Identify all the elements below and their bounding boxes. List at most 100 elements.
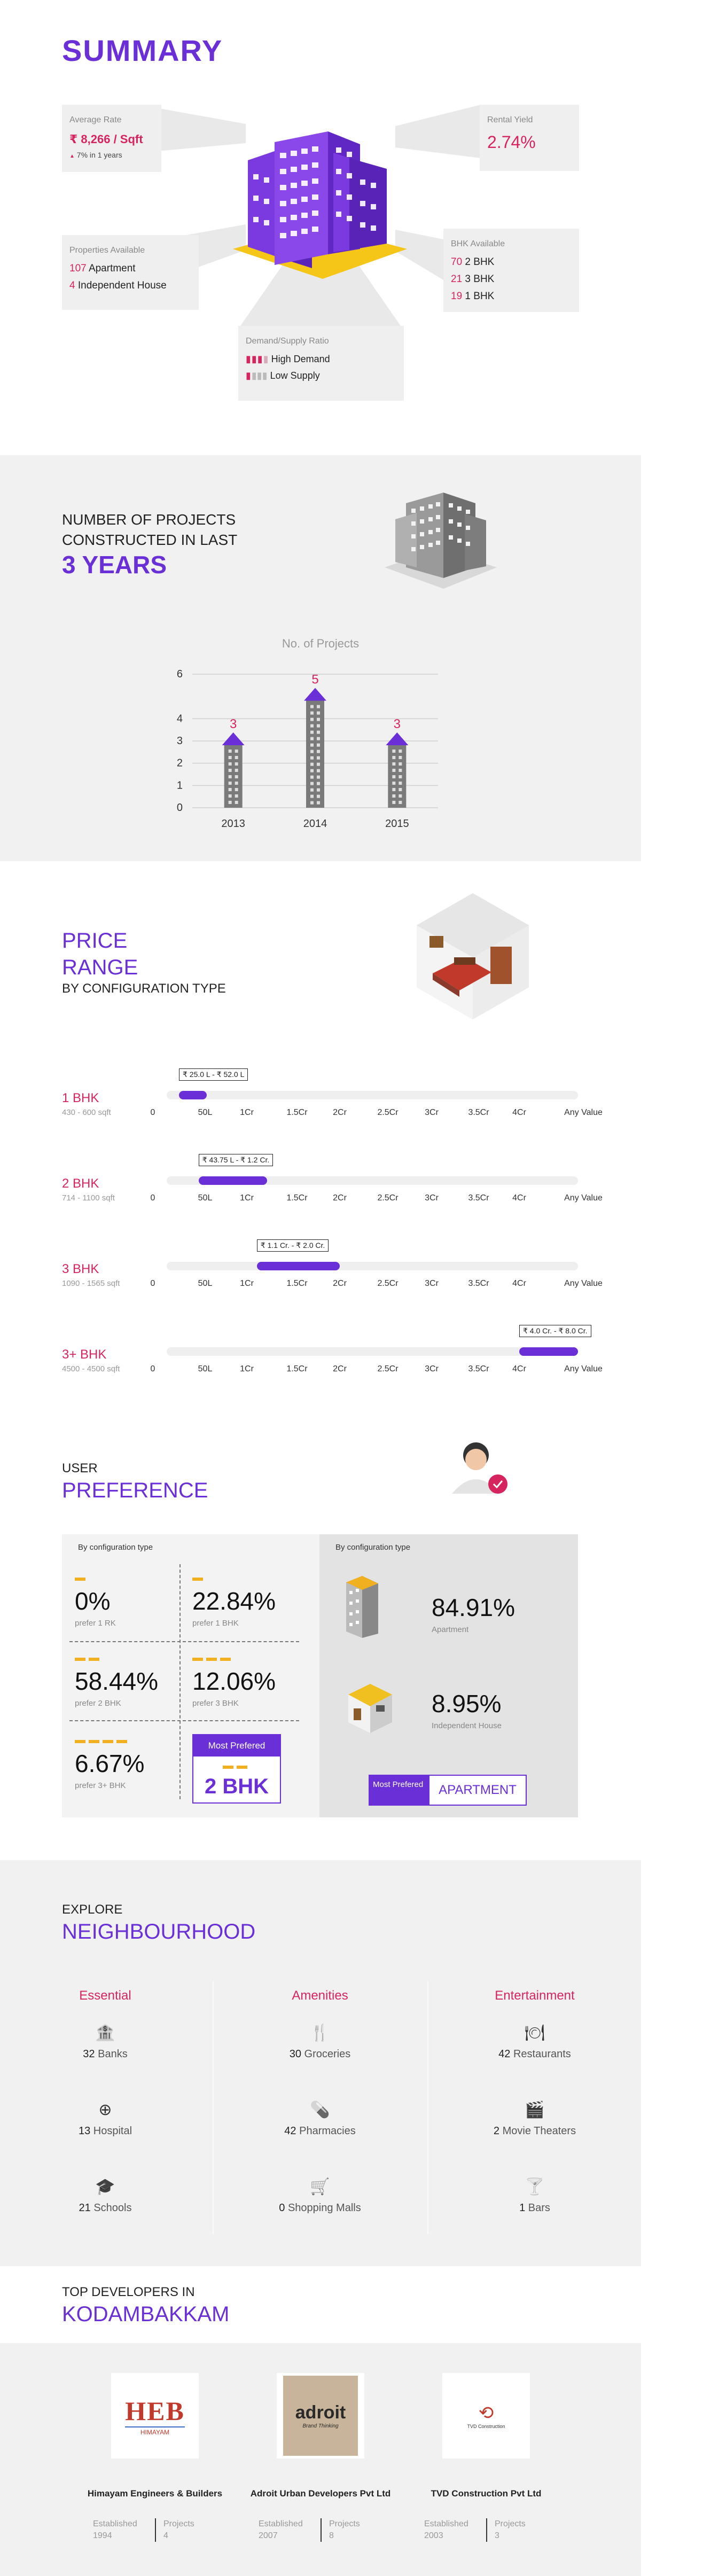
data-label: 5 xyxy=(311,673,318,687)
developer-card[interactable]: ⟲ TVD Construction TVD Construction Pvt Lt… xyxy=(395,2373,577,2542)
bar xyxy=(222,732,245,808)
bar xyxy=(304,688,326,808)
x-tick-label: 2013 xyxy=(221,818,245,830)
neighbourhood-item-text: 2 Movie Theaters xyxy=(429,2125,640,2137)
y-tick-label: 1 xyxy=(177,779,183,791)
developers-title-small: TOP DEVELOPERS IN xyxy=(62,2285,195,2299)
neighbourhood-item-text: 32 Banks xyxy=(0,2048,210,2060)
rental-yield-value: 2.74% xyxy=(487,132,536,152)
config-label: 2 BHK xyxy=(62,1176,99,1191)
type-label: Apartment xyxy=(432,1625,469,1634)
pref-divider xyxy=(69,1720,299,1721)
range-tick-label: 0 xyxy=(150,1193,155,1203)
neighbourhood-item-count: 13 xyxy=(78,2125,91,2137)
restaurant-icon: 🍽 xyxy=(524,2024,545,2042)
range-tooltip: ₹ 4.0 Cr. - ₹ 8.0 Cr. xyxy=(519,1325,591,1337)
neighbourhood-item[interactable]: 🏦 32 Banks xyxy=(0,2024,210,2060)
pref-cell-1rk: ▬ 0% prefer 1 RK xyxy=(75,1572,116,1628)
range-track xyxy=(167,1176,578,1185)
range-track xyxy=(167,1091,578,1099)
price-heading: PRICE RANGE BY CONFIGURATION TYPE xyxy=(62,927,226,997)
neighbourhood-item[interactable]: ⊕ 13 Hospital xyxy=(0,2101,210,2137)
config-area: 1090 - 1565 sqft xyxy=(62,1279,120,1288)
range-tick-label: 2Cr xyxy=(333,1108,347,1117)
neighbourhood-column-heading: Entertainment xyxy=(495,1988,575,2003)
developer-name[interactable]: Himayam Engineers & Builders xyxy=(87,2488,223,2499)
developer-name[interactable]: Adroit Urban Developers Pvt Ltd xyxy=(250,2488,391,2499)
range-fill xyxy=(519,1347,578,1356)
neighbourhood-item-text: 42 Restaurants xyxy=(429,2048,640,2060)
developer-card[interactable]: HEB HIMAYAM Himayam Engineers & Builders Es… xyxy=(64,2373,246,2542)
properties-item: 107 Apartment xyxy=(69,263,136,274)
developer-logo[interactable]: adroit Brand Thinking xyxy=(277,2373,364,2458)
range-tick-label: 2.5Cr xyxy=(377,1364,399,1373)
neighbourhood-item[interactable]: 🛒 0 Shopping Malls xyxy=(215,2177,425,2214)
y-tick-label: 0 xyxy=(177,802,183,814)
neighbourhood-item[interactable]: 💊 42 Pharmacies xyxy=(215,2101,425,2137)
neighbourhood-title-big: NEIGHBOURHOOD xyxy=(62,1920,256,1943)
neighbourhood-item[interactable]: 🎬 2 Movie Theaters xyxy=(429,2101,640,2137)
range-fill xyxy=(256,1262,340,1270)
neighbourhood-column: Entertainment 🍽 42 Restaurants 🎬 2 Movie The… xyxy=(429,1981,640,2234)
range-tick-label: 4Cr xyxy=(512,1193,526,1203)
developer-logo[interactable]: ⟲ TVD Construction xyxy=(442,2373,530,2458)
range-tick-label: 1.5Cr xyxy=(286,1193,308,1203)
developer-established: Established 2007 xyxy=(259,2519,303,2540)
hospital-icon: ⊕ xyxy=(98,2101,112,2119)
developer-logo[interactable]: HEB HIMAYAM xyxy=(111,2373,199,2458)
rental-yield-card: Rental Yield 2.74% xyxy=(480,105,579,171)
school-icon: 🎓 xyxy=(95,2178,115,2196)
config-label: 1 BHK xyxy=(62,1091,99,1105)
neighbourhood-item-count: 32 xyxy=(83,2048,95,2060)
developer-stats: Established 2007 Projects 8 xyxy=(230,2518,411,2542)
range-tick-label: 3.5Cr xyxy=(468,1279,489,1288)
properties-item: 4 Independent House xyxy=(69,280,167,291)
summary-section: SUMMARY Average Rate ₹ 8,266 / Sqft ▲ 7%… xyxy=(0,0,641,454)
bhk-item: 21 3 BHK xyxy=(451,274,495,285)
neighbourhood-item-count: 30 xyxy=(289,2048,301,2060)
neighbourhood-item[interactable]: 🍽 42 Restaurants xyxy=(429,2024,640,2060)
y-tick-label: 3 xyxy=(177,735,183,747)
bed-icon: ▬ xyxy=(75,1572,89,1583)
neighbourhood-item-count: 2 xyxy=(493,2125,500,2137)
range-tick-label: 1.5Cr xyxy=(286,1108,308,1117)
bhk-item: 19 1 BHK xyxy=(451,291,495,302)
config-area: 4500 - 4500 sqft xyxy=(62,1364,120,1373)
type-label: Independent House xyxy=(432,1721,502,1730)
most-preferred-type: Most Prefered APARTMENT xyxy=(369,1775,527,1806)
pref-cell-2bhk: ▬▬ 58.44% prefer 2 BHK xyxy=(75,1652,158,1708)
projects-heading-line2: CONSTRUCTED IN LAST xyxy=(62,532,238,548)
pref-label: prefer 2 BHK xyxy=(75,1699,121,1708)
groceries-icon: 🍴 xyxy=(310,2024,330,2042)
pref-cell-3bhk: ▬▬▬ 12.06% prefer 3 BHK xyxy=(192,1652,276,1708)
pref-divider xyxy=(179,1564,181,1799)
neighbourhood-item-name: Pharmacies xyxy=(296,2125,356,2137)
average-rate-value: ₹ 8,266 / Sqft xyxy=(69,132,143,146)
cocktail-icon: 🍸 xyxy=(525,2178,545,2196)
range-tick-label: 0 xyxy=(150,1279,155,1288)
developer-name[interactable]: TVD Construction Pvt Ltd xyxy=(431,2488,542,2499)
range-tick-label: 2.5Cr xyxy=(377,1108,399,1117)
neighbourhood-item-count: 42 xyxy=(498,2048,511,2060)
bed-icon: ▬▬ xyxy=(75,1652,103,1664)
demand-label: Demand/Supply Ratio xyxy=(246,337,329,346)
neighbourhood-item[interactable]: 🎓 21 Schools xyxy=(0,2177,210,2214)
pref-pct: 22.84% xyxy=(192,1587,276,1615)
range-tick-label: 3.5Cr xyxy=(468,1364,489,1373)
bank-icon: 🏦 xyxy=(95,2024,115,2042)
neighbourhood-item[interactable]: 🍴 30 Groceries xyxy=(215,2024,425,2060)
developer-card[interactable]: adroit Brand Thinking Adroit Urban Develop… xyxy=(230,2373,411,2542)
movie-icon: 🎬 xyxy=(525,2101,545,2119)
range-tick-label: 2.5Cr xyxy=(377,1193,399,1203)
developers-title-big: KODAMBAKKAM xyxy=(62,2302,230,2326)
neighbourhood-item[interactable]: 🍸 1 Bars xyxy=(429,2177,640,2214)
average-rate-card: Average Rate ₹ 8,266 / Sqft ▲ 7% in 1 ye… xyxy=(62,105,161,172)
neighbourhood-item-name: Bars xyxy=(525,2202,550,2214)
neighbourhood-item-text: 21 Schools xyxy=(0,2202,210,2214)
range-fill xyxy=(179,1091,207,1099)
average-rate-change-text: 7% in 1 years xyxy=(76,151,122,159)
range-tick-label: 3.5Cr xyxy=(468,1108,489,1117)
pref-pct: 58.44% xyxy=(75,1667,159,1695)
neighbourhood-item-name: Banks xyxy=(95,2048,128,2060)
preference-section: USER PREFERENCE By configuration type By… xyxy=(0,1401,641,1860)
